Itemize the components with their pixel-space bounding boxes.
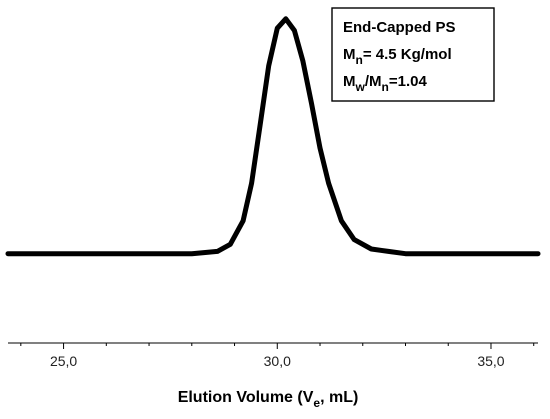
legend-line-1: End-Capped PS xyxy=(343,19,456,36)
x-axis-title: Elution Volume (Ve, mL) xyxy=(178,389,359,410)
legend-line-3: Mw/Mn=1.04 xyxy=(343,73,427,94)
legend-frame xyxy=(331,7,495,102)
series-line xyxy=(5,16,541,257)
x-tick-label: 35,0 xyxy=(477,353,504,369)
legend-box: End-Capped PS Mn= 4.5 Kg/mol Mw/Mn=1.04 xyxy=(331,7,495,102)
legend-line-2: Mn= 4.5 Kg/mol xyxy=(343,46,452,67)
x-tick-label: 30,0 xyxy=(264,353,291,369)
x-axis-ticks: 25,0 30,0 35,0 xyxy=(20,343,535,369)
x-tick-label: 25,0 xyxy=(50,353,77,369)
